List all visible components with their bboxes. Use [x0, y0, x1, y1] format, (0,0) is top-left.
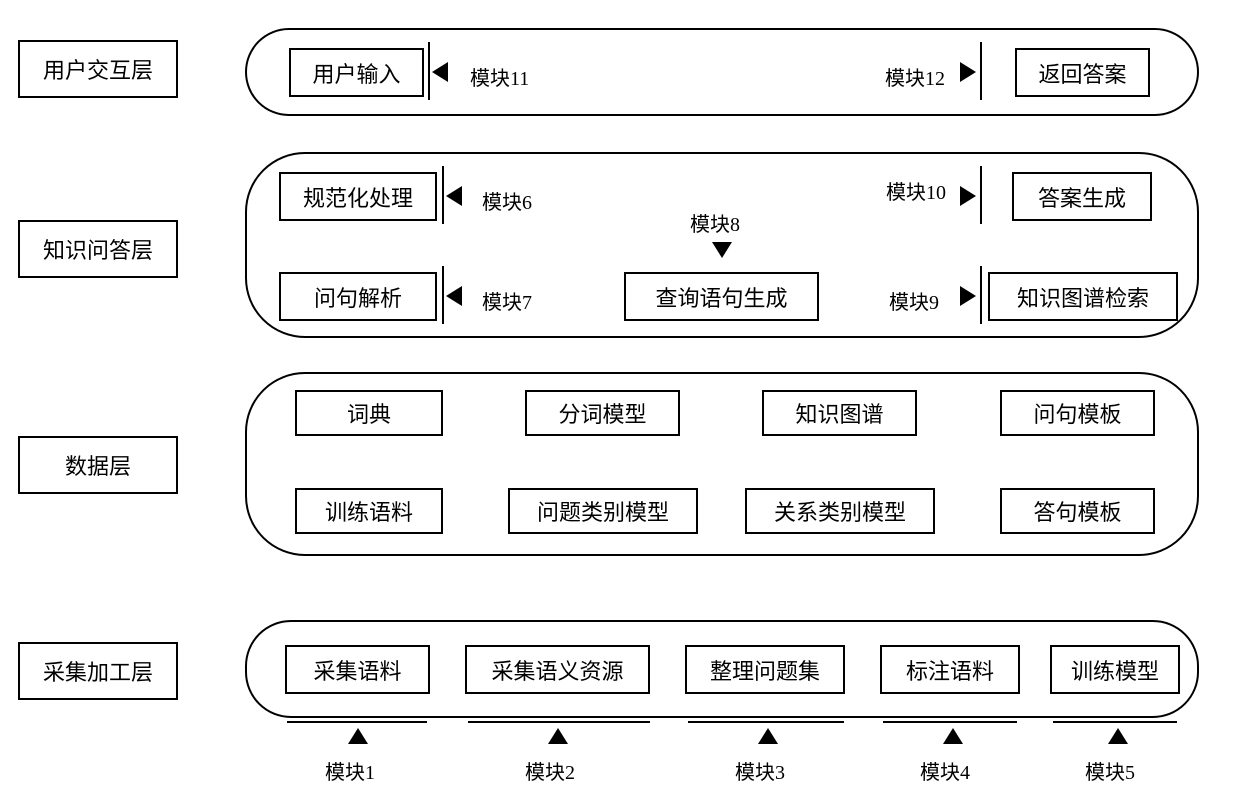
module-label-m6: 模块6	[482, 186, 532, 215]
arrow-left-icon	[446, 286, 462, 306]
b-normalize: 规范化处理	[279, 172, 437, 221]
module-label-m8: 模块8	[690, 208, 740, 237]
tick-vertical	[428, 42, 430, 100]
b-dict: 词典	[295, 390, 443, 436]
module-label-m10: 模块10	[886, 176, 946, 205]
tick-vertical	[980, 42, 982, 100]
b-seg-model: 分词模型	[525, 390, 680, 436]
module-label-m9: 模块9	[889, 286, 939, 315]
arrow-right-icon	[960, 186, 976, 206]
b-collect-corpus: 采集语料	[285, 645, 430, 694]
b-query-gen: 查询语句生成	[624, 272, 819, 321]
tick-horizontal	[883, 721, 1017, 723]
arrow-left-icon	[432, 62, 448, 82]
module-label-m2: 模块2	[525, 756, 575, 785]
tick-horizontal	[468, 721, 650, 723]
tick-vertical	[442, 266, 444, 324]
b-question-parse: 问句解析	[279, 272, 437, 321]
b-answer-gen: 答案生成	[1012, 172, 1152, 221]
arrow-up-icon	[348, 728, 368, 744]
module-label-m12: 模块12	[885, 62, 945, 91]
b-kg: 知识图谱	[762, 390, 917, 436]
arrow-up-icon	[758, 728, 778, 744]
arrow-right-icon	[960, 62, 976, 82]
arrow-left-icon	[446, 186, 462, 206]
b-collect-sem: 采集语义资源	[465, 645, 650, 694]
tick-vertical	[980, 166, 982, 224]
layer-label-L3: 数据层	[18, 436, 178, 494]
b-q-template: 问句模板	[1000, 390, 1155, 436]
arrow-up-icon	[548, 728, 568, 744]
b-return-answer: 返回答案	[1015, 48, 1150, 97]
b-rel-model: 关系类别模型	[745, 488, 935, 534]
tick-vertical	[980, 266, 982, 324]
b-annotate: 标注语料	[880, 645, 1020, 694]
arrow-right-icon	[960, 286, 976, 306]
module-label-m4: 模块4	[920, 756, 970, 785]
b-user-input: 用户输入	[289, 48, 424, 97]
module-label-m7: 模块7	[482, 286, 532, 315]
tick-horizontal	[688, 721, 844, 723]
arrow-up-icon	[943, 728, 963, 744]
b-kg-search: 知识图谱检索	[988, 272, 1178, 321]
layer-label-L1: 用户交互层	[18, 40, 178, 98]
arrow-down-icon	[712, 242, 732, 258]
module-label-m3: 模块3	[735, 756, 785, 785]
b-qtype-model: 问题类别模型	[508, 488, 698, 534]
tick-horizontal	[287, 721, 427, 723]
module-label-m5: 模块5	[1085, 756, 1135, 785]
layer-label-L2: 知识问答层	[18, 220, 178, 278]
arrow-up-icon	[1108, 728, 1128, 744]
b-a-template: 答句模板	[1000, 488, 1155, 534]
b-train-model: 训练模型	[1050, 645, 1180, 694]
module-label-m11: 模块11	[470, 62, 529, 91]
b-org-qset: 整理问题集	[685, 645, 845, 694]
tick-vertical	[442, 166, 444, 224]
layer-label-L4: 采集加工层	[18, 642, 178, 700]
b-train-corpus: 训练语料	[295, 488, 443, 534]
module-label-m1: 模块1	[325, 756, 375, 785]
tick-horizontal	[1053, 721, 1177, 723]
